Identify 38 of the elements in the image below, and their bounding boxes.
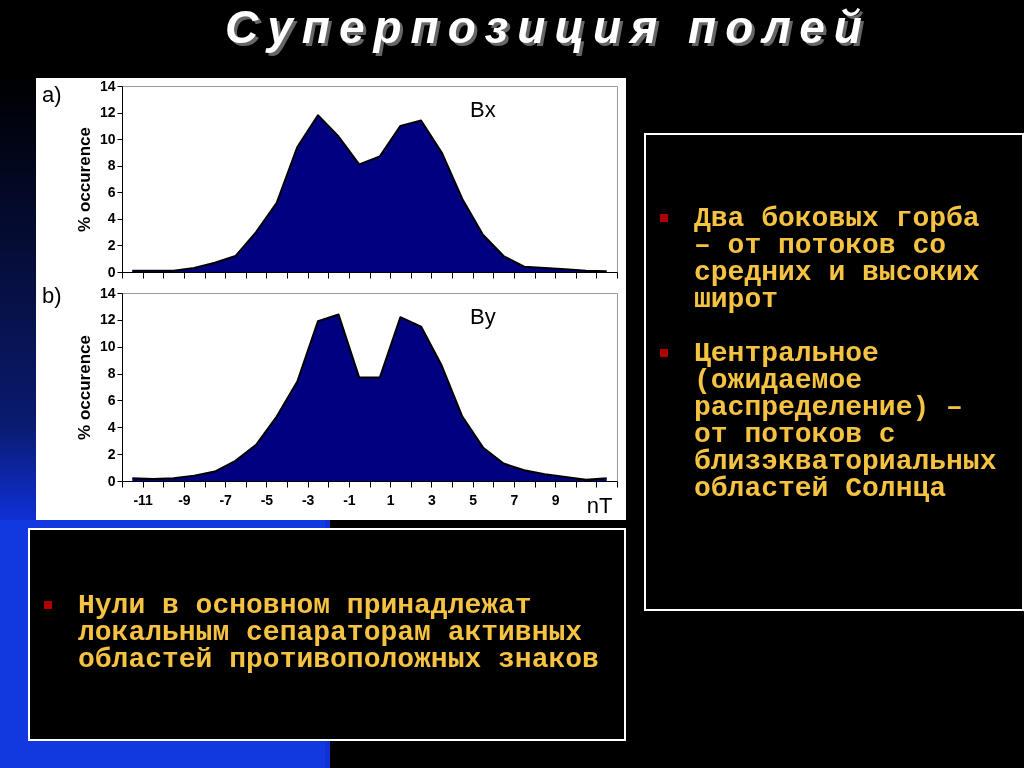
y-tick-label: 12	[99, 104, 116, 121]
x-tick-label: -3	[301, 491, 315, 508]
x-tick-label: -9	[178, 491, 191, 508]
y-axis-title: % occurence	[74, 335, 94, 440]
y-tick-label: 10	[99, 338, 116, 355]
x-tick-label: -11	[133, 491, 154, 508]
text: b)	[42, 283, 62, 309]
x-tick-label: 5	[469, 491, 478, 508]
x-axis-title: nT	[586, 492, 613, 518]
x-tick-label: -1	[343, 491, 356, 508]
x-tick-label: 9	[551, 491, 560, 508]
y-tick-label: 0	[107, 472, 116, 489]
y-tick-label: 6	[107, 183, 116, 200]
y-tick-label: 2	[107, 445, 116, 462]
text: Центральное (ожидаемое распределение) – от потоков с близэкваториальных областей Солнца	[646, 338, 1006, 504]
y-tick-label: 14	[99, 284, 116, 301]
y-axis-title: % occurence	[74, 127, 94, 232]
y-tick-label: 0	[107, 263, 116, 280]
y-tick-label: 2	[107, 236, 116, 253]
y-tick-label: 8	[107, 365, 116, 382]
text: Нули в основном принадлежат локальным сепараторам активных областей противоположных знаков	[30, 590, 618, 675]
y-tick-label: 14	[99, 77, 116, 94]
series-label: By	[470, 304, 496, 329]
x-tick-label: -7	[219, 491, 233, 508]
x-tick-label: 7	[510, 491, 519, 508]
y-tick-label: 4	[107, 210, 116, 227]
text: a)	[42, 82, 62, 108]
y-tick-label: 6	[107, 391, 116, 408]
chart-title: Суперпозиция полей	[224, 0, 872, 54]
y-tick-label: 8	[107, 157, 116, 174]
y-tick-label: 12	[99, 311, 116, 328]
x-tick-label: 1	[386, 491, 395, 508]
x-tick-label: 3	[427, 491, 436, 508]
text: Два боковых горба – от потоков со средних и высоких широт	[646, 203, 1006, 315]
x-tick-label: -5	[260, 491, 274, 508]
series-label: Bx	[470, 97, 496, 122]
y-tick-label: 10	[99, 130, 116, 147]
y-tick-label: 4	[107, 418, 116, 435]
